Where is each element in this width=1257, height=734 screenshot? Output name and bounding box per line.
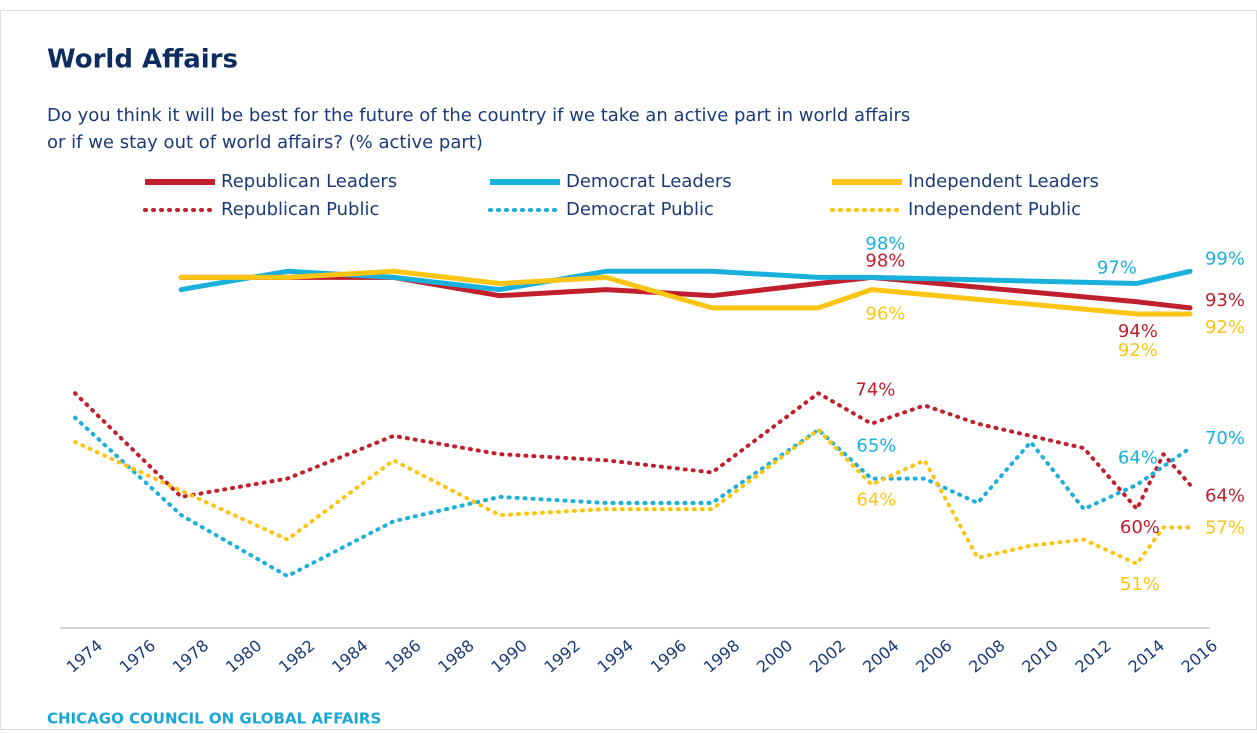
x-tick-label: 2014 (1125, 636, 1168, 677)
data-label: 60% (1120, 517, 1160, 538)
data-label: 92% (1205, 317, 1245, 338)
x-tick-label: 2008 (965, 636, 1008, 677)
x-tick-label: 1988 (434, 636, 477, 677)
x-tick-label: 2000 (753, 636, 796, 677)
chart-title: World Affairs (47, 45, 238, 75)
x-tick-label: 1994 (594, 636, 637, 677)
x-tick-label: 1992 (541, 636, 584, 677)
x-tick-label: 2006 (912, 636, 955, 677)
source: CHICAGO COUNCIL ON GLOBAL AFFAIRS (47, 710, 381, 728)
x-tick-label: 1982 (275, 636, 318, 677)
x-tick-label: 2004 (859, 636, 902, 677)
x-tick-label: 1996 (647, 636, 690, 677)
x-tick-label: 2016 (1178, 636, 1221, 677)
x-tick-label: 1974 (63, 636, 106, 677)
series-line (73, 391, 1192, 512)
data-label: 98% (865, 250, 905, 271)
data-label: 74% (855, 380, 895, 401)
data-label: 65% (856, 436, 896, 457)
data-label: 57% (1205, 517, 1245, 538)
legend-label: Republican Public (221, 199, 379, 220)
data-label: 64% (1205, 486, 1245, 507)
data-label: 51% (1120, 574, 1160, 595)
x-tick-label: 1978 (169, 636, 212, 677)
x-tick-label: 1976 (116, 636, 159, 677)
subtitle: Do you think it will be best for the fut… (47, 105, 910, 126)
legend-label: Democrat Public (566, 199, 714, 220)
data-label: 97% (1097, 257, 1137, 278)
data-label: 93% (1205, 290, 1245, 311)
data-label: 99% (1205, 248, 1245, 269)
legend-label: Independent Leaders (908, 171, 1099, 192)
x-tick-label: 1990 (487, 636, 530, 677)
x-tick-label: 2010 (1018, 636, 1061, 677)
x-tick-label: 1984 (328, 636, 371, 677)
x-tick-label: 2002 (806, 636, 849, 677)
x-tick-label: 1998 (700, 636, 743, 677)
series-line (178, 268, 1193, 317)
data-label: 64% (1118, 448, 1158, 469)
legend-label: Republican Leaders (221, 171, 397, 192)
subtitle: or if we stay out of world affairs? (% a… (47, 132, 483, 153)
data-label: 70% (1205, 428, 1245, 449)
data-label: 96% (865, 304, 905, 325)
legend-label: Democrat Leaders (566, 171, 732, 192)
x-tick-label: 1980 (222, 636, 265, 677)
data-label: 64% (856, 490, 896, 511)
x-tick-label: 1986 (381, 636, 424, 677)
series-line (73, 415, 1192, 579)
data-label: 92% (1118, 340, 1158, 361)
data-label: 94% (1118, 321, 1158, 342)
legend-label: Independent Public (908, 199, 1081, 220)
data-label: 98% (865, 233, 905, 254)
x-tick-label: 2012 (1071, 636, 1114, 677)
